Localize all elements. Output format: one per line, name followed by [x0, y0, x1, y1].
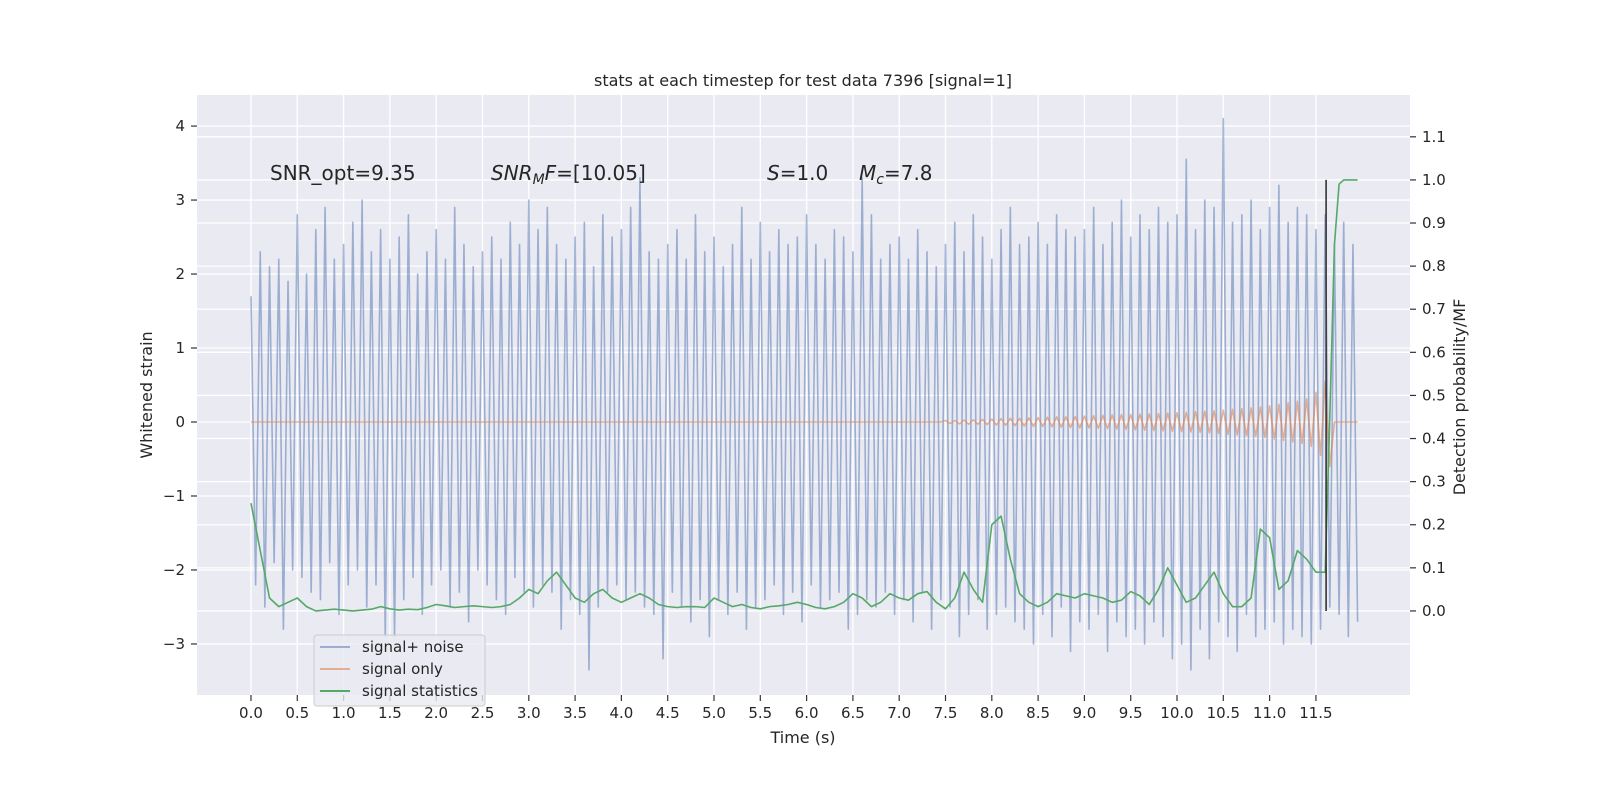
annotation-part: =1.0 — [780, 161, 829, 185]
annotation-part: SNR — [491, 161, 533, 185]
x-tick-label: 3.5 — [563, 704, 587, 722]
y-tick-label: −3 — [163, 635, 185, 653]
x-tick-label: 5.5 — [748, 704, 772, 722]
series-line — [250, 179, 1358, 612]
y2-tick-label: 0.0 — [1422, 602, 1446, 620]
legend-label: signal only — [362, 660, 443, 678]
y-tick-label: 0 — [175, 413, 185, 431]
x-tick-label: 7.5 — [934, 704, 958, 722]
x-tick-label: 6.5 — [841, 704, 865, 722]
x-tick-label: 9.5 — [1119, 704, 1143, 722]
y-tick-label: 2 — [175, 265, 185, 283]
x-tick-label: 10.5 — [1207, 704, 1240, 722]
series-line — [250, 380, 1358, 468]
series-line — [250, 117, 1359, 671]
x-tick-label: 4.5 — [656, 704, 680, 722]
x-tick-label: 5.0 — [702, 704, 726, 722]
x-tick-label: 0.5 — [285, 704, 309, 722]
x-tick-label: 11.0 — [1253, 704, 1286, 722]
annotation-part: M — [533, 172, 545, 188]
y2-tick-label: 0.7 — [1422, 300, 1446, 318]
x-tick-label: 3.0 — [517, 704, 541, 722]
y2-axis-label: Detection probability/MF — [1450, 299, 1469, 496]
legend-label: signal+ noise — [362, 638, 464, 656]
y2-tick-label: 0.1 — [1422, 559, 1446, 577]
x-tick-label: 2.5 — [471, 704, 495, 722]
y-tick-label: 3 — [175, 191, 185, 209]
annotation-part: S — [767, 161, 780, 185]
y2-tick-label: 0.9 — [1422, 214, 1446, 232]
y2-tick-label: 0.2 — [1422, 516, 1446, 534]
x-tick-label: 1.0 — [332, 704, 356, 722]
y2-tick-label: 1.0 — [1422, 171, 1446, 189]
y-tick-label: −1 — [163, 487, 185, 505]
y-tick-label: 1 — [175, 339, 185, 357]
annotation-part: c — [876, 172, 884, 188]
x-tick-label: 9.0 — [1072, 704, 1096, 722]
x-tick-label: 8.0 — [980, 704, 1004, 722]
annotation-part: =[10.05] — [556, 161, 646, 185]
y2-tick-label: 0.4 — [1422, 430, 1446, 448]
annotation: Mc=7.8 — [859, 161, 933, 188]
x-tick-label: 6.0 — [795, 704, 819, 722]
annotation-part: SNR_opt=9.35 — [270, 161, 416, 185]
chart-title: stats at each timestep for test data 739… — [594, 71, 1012, 90]
annotation-part: =7.8 — [884, 161, 933, 185]
x-tick-label: 10.0 — [1160, 704, 1193, 722]
annotation-part: M — [859, 161, 876, 185]
annotation: SNRMF=[10.05] — [491, 161, 646, 188]
y2-tick-label: 0.8 — [1422, 257, 1446, 275]
y2-tick-label: 0.3 — [1422, 473, 1446, 491]
legend-label: signal statistics — [362, 682, 478, 700]
x-tick-label: 8.5 — [1026, 704, 1050, 722]
x-tick-label: 7.0 — [887, 704, 911, 722]
x-tick-label: 2.0 — [424, 704, 448, 722]
y-tick-label: 4 — [175, 117, 185, 135]
annotation: S=1.0 — [767, 161, 828, 185]
y2-tick-label: 0.6 — [1422, 343, 1446, 361]
y-tick-label: −2 — [163, 561, 185, 579]
annotation: SNR_opt=9.35 — [270, 161, 416, 185]
x-tick-label: 1.5 — [378, 704, 402, 722]
x-axis-label: Time (s) — [769, 728, 835, 747]
y2-tick-label: 0.5 — [1422, 386, 1446, 404]
x-tick-label: 0.0 — [239, 704, 263, 722]
y-axis-label: Whitened strain — [137, 331, 156, 458]
y2-tick-label: 1.1 — [1422, 128, 1446, 146]
annotation-part: F — [545, 161, 557, 185]
x-tick-label: 11.5 — [1299, 704, 1332, 722]
x-tick-label: 4.0 — [609, 704, 633, 722]
legend-box — [313, 634, 486, 707]
